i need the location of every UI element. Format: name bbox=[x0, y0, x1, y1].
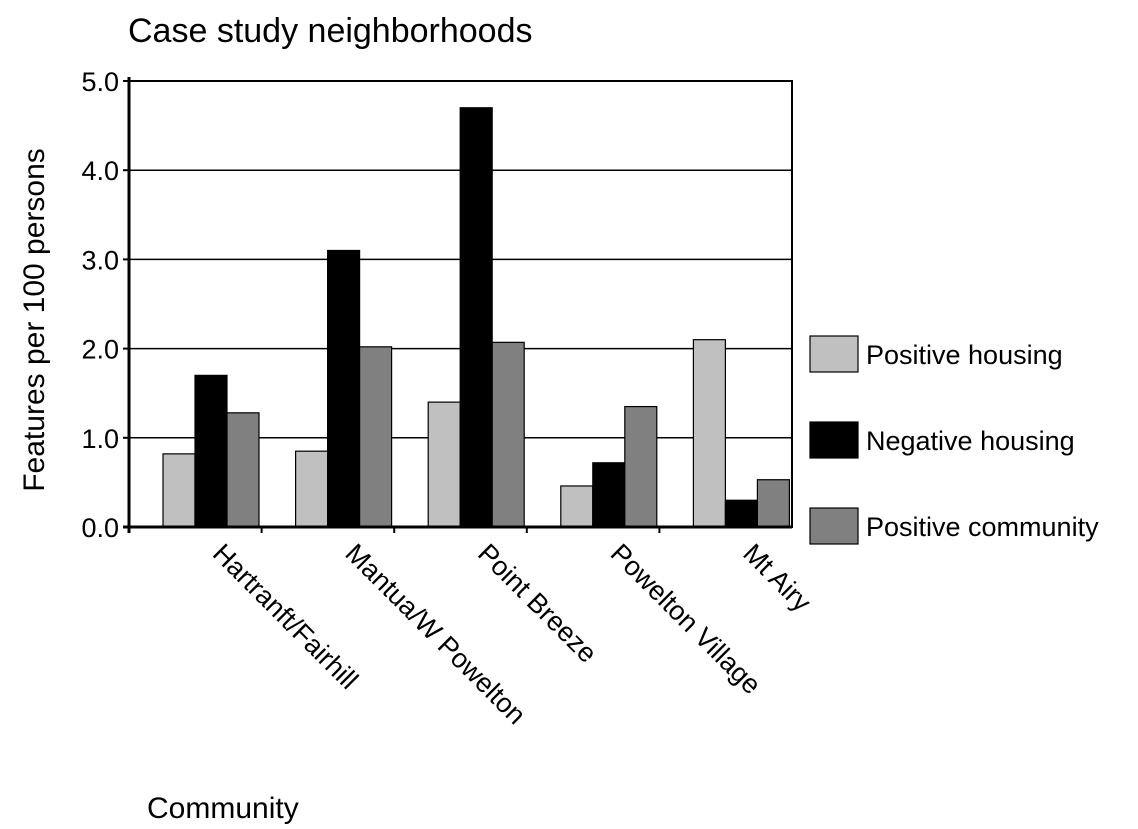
y-tick-label: 0.0 bbox=[81, 513, 119, 543]
bar-positive-community-mt-airy bbox=[756, 479, 791, 528]
y-axis-label: Features per 100 persons bbox=[18, 148, 51, 492]
bar-negative-housing-mantua-w-powelton bbox=[327, 249, 361, 528]
bar-positive-housing-mantua-w-powelton bbox=[295, 450, 329, 528]
legend-swatch-negative-housing bbox=[809, 421, 859, 459]
y-tick-label: 1.0 bbox=[81, 424, 119, 454]
x-tick-label-hartranft-fairhill: Hartranft/Fairhill bbox=[207, 538, 364, 695]
bar-negative-housing-hartranft-fairhill bbox=[194, 374, 228, 528]
legend-swatch-positive-community bbox=[809, 507, 859, 545]
bar-positive-community-point-breeze bbox=[491, 341, 525, 528]
y-tick-label: 3.0 bbox=[81, 245, 119, 275]
bar-negative-housing-mt-airy bbox=[724, 499, 759, 528]
bar-positive-housing-point-breeze bbox=[427, 401, 461, 528]
legend-label-positive-community: Positive community bbox=[866, 512, 1099, 542]
chart-title: Case study neighborhoods bbox=[128, 12, 533, 50]
legend-swatch-positive-housing bbox=[809, 335, 859, 373]
bar-positive-housing-powelton-village bbox=[560, 485, 594, 528]
bar-negative-housing-point-breeze bbox=[459, 107, 493, 528]
bar-positive-housing-mt-airy bbox=[692, 339, 727, 528]
axes bbox=[123, 77, 793, 533]
bar-negative-housing-powelton-village bbox=[592, 462, 626, 528]
x-tick-label-point-breeze: Point Breeze bbox=[472, 538, 603, 669]
bar-positive-community-powelton-village bbox=[624, 405, 658, 528]
x-axis-label: Community bbox=[147, 792, 299, 825]
bar-positive-community-mantua-w-powelton bbox=[359, 346, 393, 528]
x-tick-label-mt-airy: Mt Airy bbox=[737, 538, 817, 618]
legend-label-negative-housing: Negative housing bbox=[866, 426, 1075, 456]
bar-positive-community-hartranft-fairhill bbox=[226, 412, 260, 528]
legend-label-positive-housing: Positive housing bbox=[866, 340, 1063, 370]
y-tick-label: 2.0 bbox=[81, 335, 119, 365]
bar-positive-housing-hartranft-fairhill bbox=[162, 453, 196, 528]
y-tick-label: 5.0 bbox=[81, 67, 119, 97]
y-tick-labels: 0.0 1.0 2.0 3.0 4.0 5.0 bbox=[81, 67, 119, 543]
legend: Positive housing Negative housing Positive… bbox=[809, 335, 1099, 545]
y-tick-label: 4.0 bbox=[81, 156, 119, 186]
